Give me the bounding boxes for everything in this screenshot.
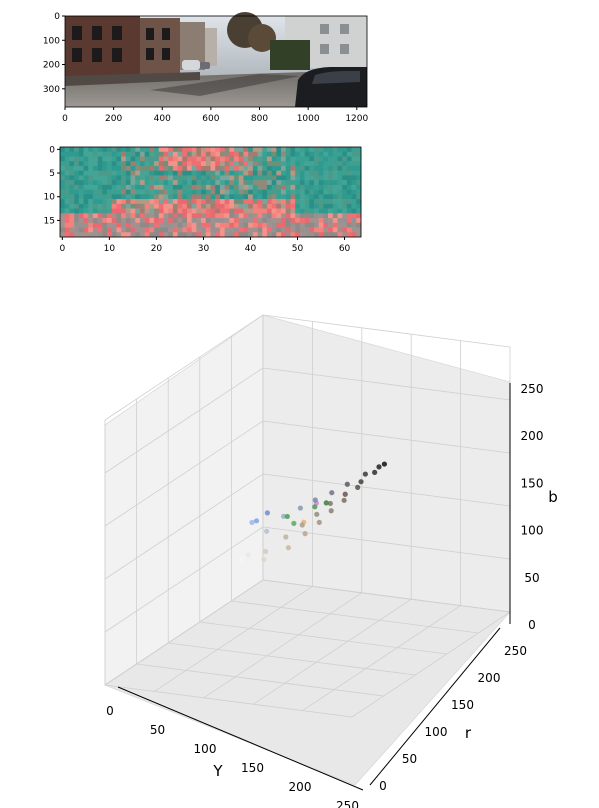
scatter-3d-axes [117,383,511,791]
scatter-point [262,548,269,555]
scatter-3d-grid [104,314,511,718]
scatter-point [245,552,252,558]
color-mosaic-panel: 0 10 20 30 40 50 60 0 5 10 15 [44,145,362,254]
x-tick-label: 100 [194,742,217,756]
r-tick-label: 200 [478,671,501,685]
scatter-point [314,511,320,517]
street-photo [65,12,367,107]
x-tick-label: 200 [289,780,312,794]
r-axis-line [369,627,501,786]
x-tick-label: 1200 [345,114,368,124]
scatter-point [327,500,333,507]
scatter-point [264,510,270,516]
scatter-point [238,556,244,563]
scatter-point [249,519,255,526]
street-image-panel: 0 200 400 600 800 1000 1200 0 100 200 300 [43,12,369,124]
b-tick-label: 50 [524,571,539,585]
scatter-point [328,508,334,514]
x-tick-label: 0 [62,114,68,124]
b-tick-label: 0 [528,618,536,632]
scatter-point [344,481,350,487]
y-axis-line [117,686,364,791]
scatter-3d-panes [104,314,511,786]
x-tick-label: 150 [241,761,264,775]
y-tick-label: 10 [44,193,56,203]
r-tick-label: 100 [425,725,448,739]
scatter-point [312,504,318,510]
y-tick-label: 0 [54,12,60,22]
x-tick-label: 60 [339,244,351,254]
x-tick-label: 800 [251,114,268,124]
y-axis-label: r [465,724,472,742]
x-tick-label: 400 [154,114,171,124]
r-tick-label: 150 [451,698,474,712]
scatter-point [316,519,322,525]
r-tick-label: 0 [379,779,387,793]
y-tick-label: 15 [44,216,55,226]
z-axis-label: b [548,488,558,506]
scatter-point [261,556,267,563]
scatter-point [355,484,361,490]
scatter-3d-points [238,461,388,563]
scatter-point [376,464,382,470]
scatter-3d-panel: 0501001502002500501001502002500501001502… [104,314,558,808]
x-tick-label: 1000 [297,114,320,124]
b-tick-label: 150 [521,476,544,490]
color-mosaic-frame [59,146,362,238]
x-axis-label: Y [212,762,223,780]
x-tick-label: 50 [150,723,165,737]
y-tick-label: 300 [43,85,60,95]
scatter-point [299,522,305,528]
x-tick-label: 30 [198,244,210,254]
x-tick-label: 50 [292,244,304,254]
scatter-point [342,491,348,497]
r-tick-label: 50 [402,752,417,766]
scatter-point [362,471,368,477]
scatter-point [297,505,303,511]
scatter-point [372,469,378,475]
b-tick-label: 100 [521,524,544,538]
street-image-y-ticks: 0 100 200 300 [43,12,65,95]
scatter-point [283,534,289,540]
b-tick-label: 200 [521,429,544,443]
scatter-3d-ticks: 0501001502002500501001502002500501001502… [106,382,543,808]
scatter-point [253,518,260,524]
r-tick-label: 250 [504,644,527,658]
y-tick-label: 200 [43,61,60,71]
y-tick-label: 5 [49,169,55,179]
scatter-point [264,528,270,534]
x-tick-label: 10 [104,244,116,254]
scatter-point [312,497,318,503]
x-tick-label: 600 [202,114,219,124]
y-tick-label: 100 [43,36,60,46]
color-mosaic-x-ticks: 0 10 20 30 40 50 60 [59,237,351,254]
x-tick-label: 200 [105,114,122,124]
scatter-point [285,545,291,551]
street-image-x-ticks: 0 200 400 600 800 1000 1200 [62,107,369,124]
x-tick-label: 0 [106,704,114,718]
x-tick-label: 250 [336,799,359,808]
scatter-point [381,461,388,467]
color-mosaic-y-ticks: 0 5 10 15 [44,145,60,226]
scatter-point [341,497,347,503]
scatter-point [302,531,308,537]
scatter-point [358,479,364,485]
y-tick-label: 0 [49,145,55,155]
b-tick-label: 250 [521,382,544,396]
scatter-point [284,513,290,520]
x-tick-label: 0 [59,244,65,254]
street-image-frame [64,15,368,108]
x-tick-label: 40 [245,244,257,254]
scatter-point [323,500,329,506]
scatter-point [329,490,335,496]
color-mosaic [60,147,362,238]
scatter-point [291,520,297,526]
scatter-point [281,513,287,519]
x-tick-label: 20 [151,244,163,254]
